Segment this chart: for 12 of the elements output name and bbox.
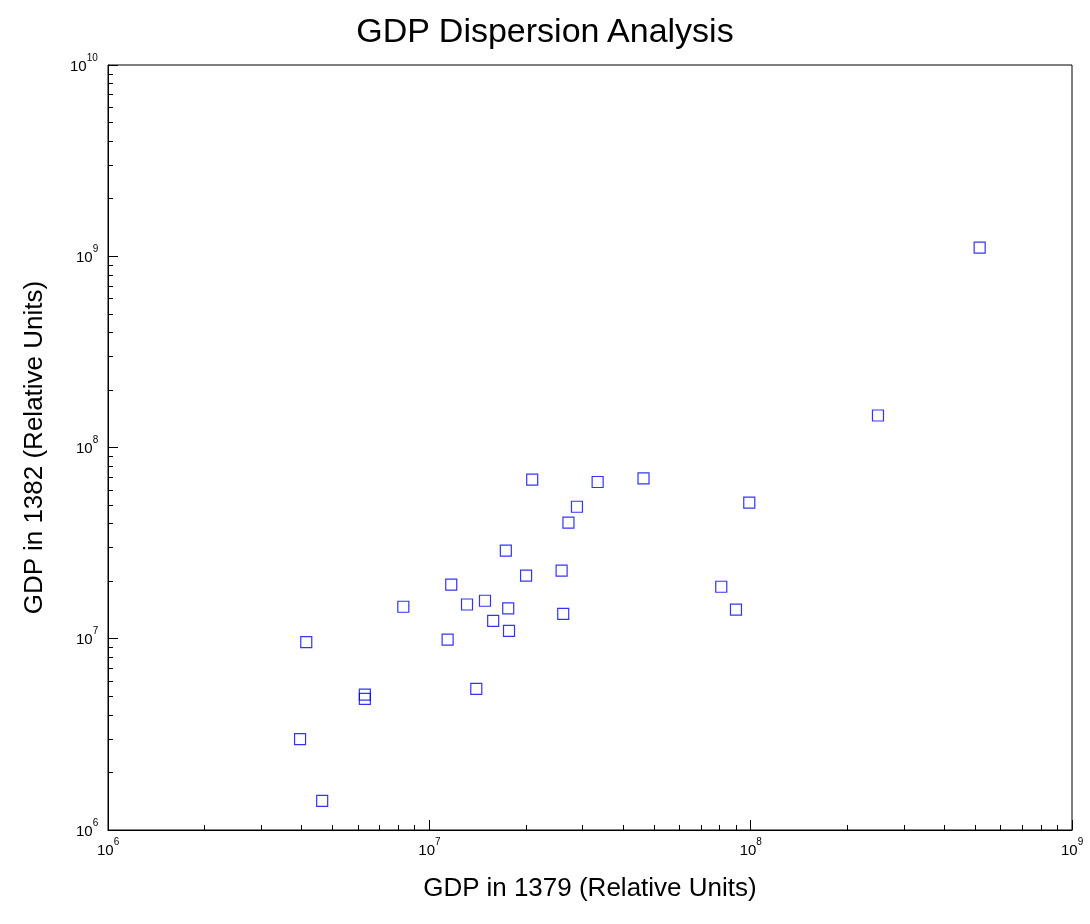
x-tick-label: 10$^{9}$ xyxy=(1061,836,1084,858)
y-tick-label: 10$^{10}$ xyxy=(70,51,98,74)
y-tick-label: 10$^{9}$ xyxy=(76,242,99,265)
x-tick-label: 10$^{8}$ xyxy=(739,836,762,858)
x-tick-label: 10$^{6}$ xyxy=(97,836,120,858)
y-tick-label: 10$^{7}$ xyxy=(76,625,99,648)
x-axis-title: GDP in 1379 (Relative Units) xyxy=(423,872,757,902)
x-tick-label: 10$^{7}$ xyxy=(418,836,441,858)
y-axis-title: GDP in 1382 (Relative Units) xyxy=(18,280,48,615)
y-tick-label: 10$^{6}$ xyxy=(76,816,99,839)
y-tick-label: 10$^{8}$ xyxy=(76,434,99,456)
chart-title: GDP Dispersion Analysis xyxy=(356,11,734,49)
